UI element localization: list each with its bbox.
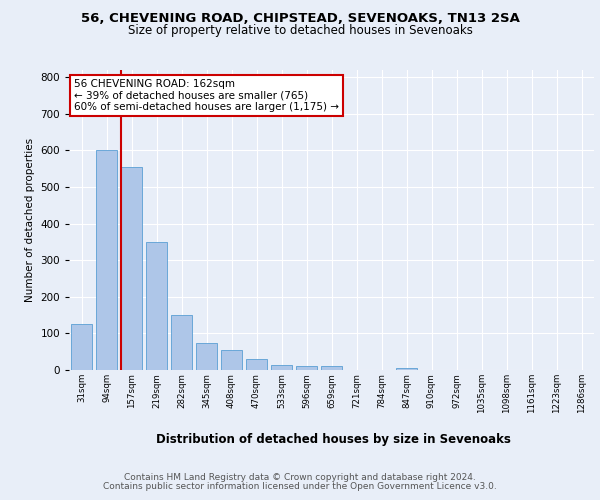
Bar <box>271 364 292 370</box>
Bar <box>396 368 417 370</box>
Text: Distribution of detached houses by size in Sevenoaks: Distribution of detached houses by size … <box>155 432 511 446</box>
Bar <box>246 359 267 370</box>
Bar <box>121 167 142 370</box>
Text: Size of property relative to detached houses in Sevenoaks: Size of property relative to detached ho… <box>128 24 472 37</box>
Text: Contains public sector information licensed under the Open Government Licence v3: Contains public sector information licen… <box>103 482 497 491</box>
Bar <box>296 366 317 370</box>
Text: 56, CHEVENING ROAD, CHIPSTEAD, SEVENOAKS, TN13 2SA: 56, CHEVENING ROAD, CHIPSTEAD, SEVENOAKS… <box>80 12 520 26</box>
Text: Contains HM Land Registry data © Crown copyright and database right 2024.: Contains HM Land Registry data © Crown c… <box>124 472 476 482</box>
Bar <box>71 324 92 370</box>
Bar <box>96 150 117 370</box>
Bar <box>196 342 217 370</box>
Text: 56 CHEVENING ROAD: 162sqm
← 39% of detached houses are smaller (765)
60% of semi: 56 CHEVENING ROAD: 162sqm ← 39% of detac… <box>74 79 339 112</box>
Bar <box>171 315 192 370</box>
Bar <box>221 350 242 370</box>
Bar <box>146 242 167 370</box>
Y-axis label: Number of detached properties: Number of detached properties <box>25 138 35 302</box>
Bar <box>321 366 342 370</box>
